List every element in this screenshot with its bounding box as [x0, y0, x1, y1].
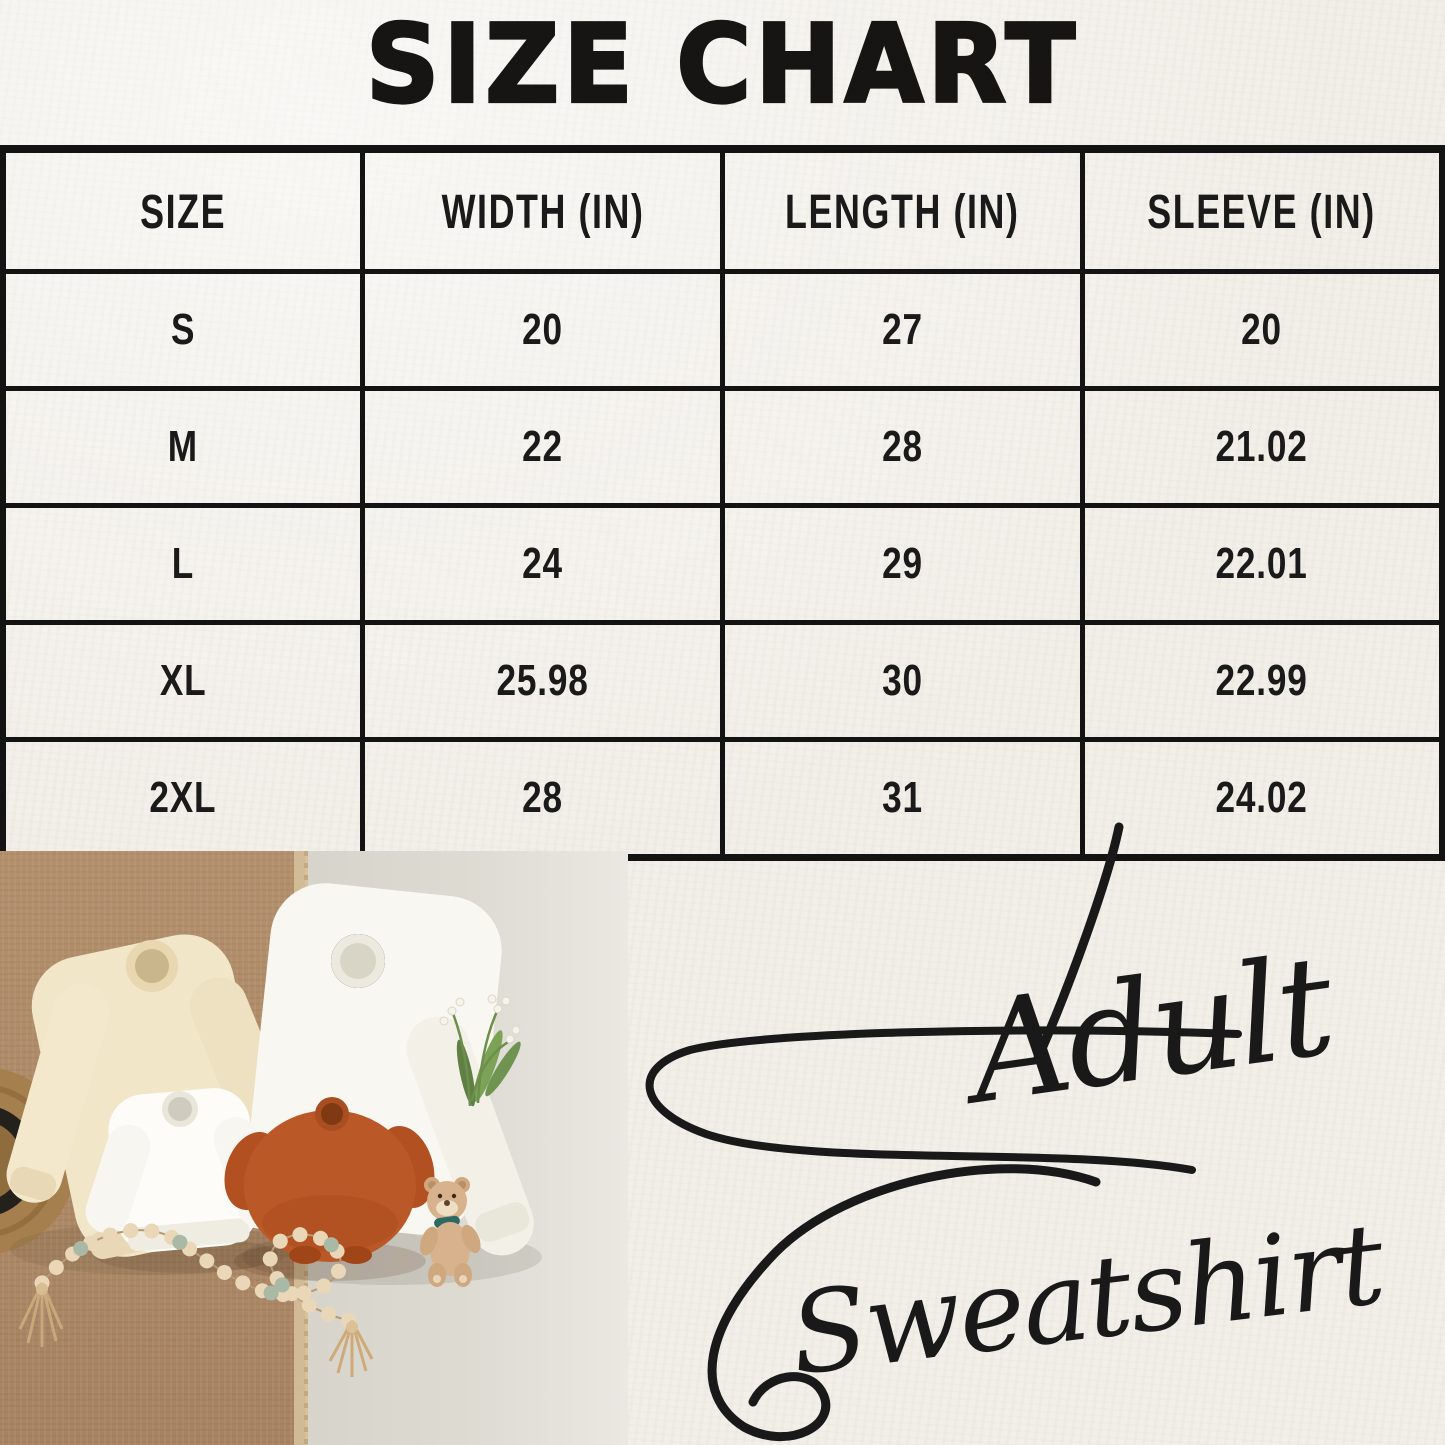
length-value: 28	[881, 422, 923, 471]
swash-s-loop	[707, 1164, 1101, 1441]
header-row: SIZE WIDTH (IN) LENGTH (IN) SLEEVE (IN)	[0, 146, 1445, 274]
caption-swashes	[645, 822, 1242, 1441]
column-header-size-label: SIZE	[140, 183, 227, 239]
length-value: 29	[881, 539, 923, 588]
page-title: SIZE CHART	[364, 0, 1080, 129]
cell-length: 29	[720, 503, 1085, 625]
caption-canvas: Adult Sweatshirt	[645, 822, 1392, 1441]
size-table-body: S 20 27 20 M 22 28 21.02 L 24 29 22.01 X…	[0, 269, 1445, 860]
column-header-sleeve: SLEEVE (IN)	[1079, 146, 1445, 274]
cell-length: 27	[720, 269, 1085, 391]
column-header-length-label: LENGTH (IN)	[785, 183, 1020, 239]
size-table-header: SIZE WIDTH (IN) LENGTH (IN) SLEEVE (IN)	[0, 146, 1445, 274]
width-value: 24	[522, 539, 563, 588]
cell-size: XL	[0, 620, 366, 742]
column-header-length: LENGTH (IN)	[720, 146, 1085, 274]
teddy-bear	[419, 1177, 481, 1287]
table-row-xl: XL 25.98 30 22.99	[0, 620, 1445, 742]
sleeve-value: 22.01	[1215, 539, 1308, 588]
width-value: 25.98	[496, 656, 589, 705]
cell-size: S	[0, 269, 366, 391]
cell-width: 22	[360, 386, 725, 508]
tassel-left	[18, 1282, 64, 1347]
column-header-size: SIZE	[0, 146, 366, 274]
cell-width: 20	[360, 269, 725, 391]
size-value: XL	[159, 656, 207, 705]
caption-line1: Adult	[949, 924, 1344, 1136]
cell-width: 25.98	[360, 620, 725, 742]
swash-a-spike	[1033, 822, 1124, 1063]
cell-sleeve: 21.02	[1079, 386, 1445, 508]
product-photo	[0, 851, 628, 1445]
cell-sleeve: 22.99	[1079, 620, 1445, 742]
size-value: S	[170, 305, 196, 354]
caption-area: Adult Sweatshirt	[628, 780, 1445, 1445]
cell-sleeve: 22.01	[1079, 503, 1445, 625]
length-value: 27	[881, 305, 923, 354]
length-value: 31	[881, 773, 923, 822]
cell-length: 31	[720, 737, 1085, 860]
cell-sleeve: 20	[1079, 269, 1445, 391]
product-photo-canvas	[0, 851, 628, 1445]
column-header-width: WIDTH (IN)	[360, 146, 725, 274]
table-row-s: S 20 27 20	[0, 269, 1445, 391]
sleeve-value: 20	[1241, 305, 1283, 354]
swash-crossbar-loop	[645, 1026, 1242, 1174]
caption-line2: Sweatshirt	[783, 1199, 1392, 1401]
cell-width: 28	[360, 737, 725, 860]
width-value: 20	[522, 305, 563, 354]
cell-sleeve: 24.02	[1079, 737, 1445, 860]
width-value: 22	[522, 422, 563, 471]
sleeve-value: 22.99	[1215, 656, 1308, 705]
cell-size: L	[0, 503, 366, 625]
sleeve-value: 24.02	[1215, 773, 1308, 822]
tassel-right	[328, 1320, 374, 1377]
sleeve-value: 21.02	[1215, 422, 1308, 471]
table-row-l: L 24 29 22.01	[0, 503, 1445, 625]
size-value: M	[168, 422, 199, 471]
table-row-m: M 22 28 21.02	[0, 386, 1445, 508]
flower-sprigs	[439, 994, 521, 1107]
column-header-sleeve-label: SLEEVE (IN)	[1147, 183, 1377, 239]
cell-size: M	[0, 386, 366, 508]
size-table: SIZE WIDTH (IN) LENGTH (IN) SLEEVE (IN) …	[0, 145, 1445, 861]
bead-garland	[18, 1222, 374, 1377]
cell-length: 30	[720, 620, 1085, 742]
table-row-2xl: 2XL 28 31 24.02	[0, 737, 1445, 860]
width-value: 28	[522, 773, 563, 822]
cell-length: 28	[720, 386, 1085, 508]
cell-width: 24	[360, 503, 725, 625]
column-header-width-label: WIDTH (IN)	[441, 183, 645, 239]
size-value: 2XL	[149, 773, 217, 822]
cell-size: 2XL	[0, 737, 366, 860]
rust-romper	[224, 1097, 435, 1264]
length-value: 30	[881, 656, 923, 705]
size-value: L	[171, 539, 195, 588]
